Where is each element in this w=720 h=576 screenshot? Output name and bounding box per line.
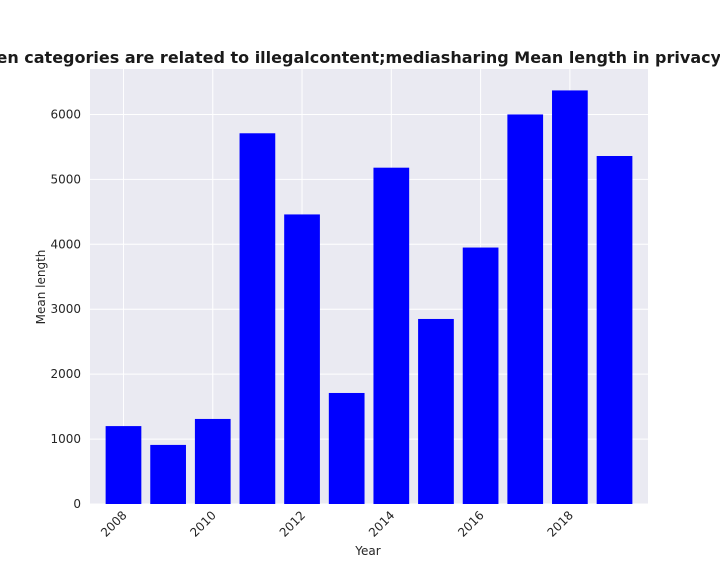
y-axis-label: Mean length — [34, 250, 48, 325]
x-tick-label: 2018 — [545, 508, 576, 539]
x-axis-label: Year — [354, 544, 380, 558]
bar-2016 — [462, 247, 499, 504]
y-tick-label: 6000 — [50, 107, 81, 121]
y-tick-labels: 0 1000 2000 3000 4000 5000 6000 — [50, 107, 81, 511]
bar-2012 — [284, 214, 320, 504]
y-tick-label: 0 — [73, 497, 81, 511]
x-tick-labels: 2008 2010 2012 2014 2016 2018 — [98, 508, 576, 539]
y-tick-label: 4000 — [50, 237, 81, 251]
bar-2011 — [239, 133, 276, 504]
bar-2010 — [194, 418, 231, 504]
y-tick-label: 5000 — [50, 172, 81, 186]
y-tick-label: 3000 — [50, 302, 81, 316]
x-tick-label: 2012 — [277, 508, 308, 539]
bar-2008 — [105, 426, 142, 504]
bar-2017 — [507, 114, 544, 505]
x-tick-label: 2010 — [187, 508, 218, 539]
bar-2013 — [328, 392, 365, 504]
bars — [105, 90, 633, 505]
x-tick-label: 2016 — [455, 508, 486, 539]
bar-2009 — [150, 444, 186, 504]
bar-2019 — [596, 156, 633, 504]
y-tick-label: 1000 — [50, 432, 81, 446]
y-tick-label: 2000 — [50, 367, 81, 381]
bar-2014 — [373, 167, 410, 504]
x-tick-label: 2008 — [98, 508, 129, 539]
chart-title: Mean length when categories are related … — [0, 48, 720, 67]
bar-2018 — [552, 90, 588, 504]
bar-2015 — [418, 318, 454, 504]
x-tick-label: 2014 — [366, 508, 397, 539]
